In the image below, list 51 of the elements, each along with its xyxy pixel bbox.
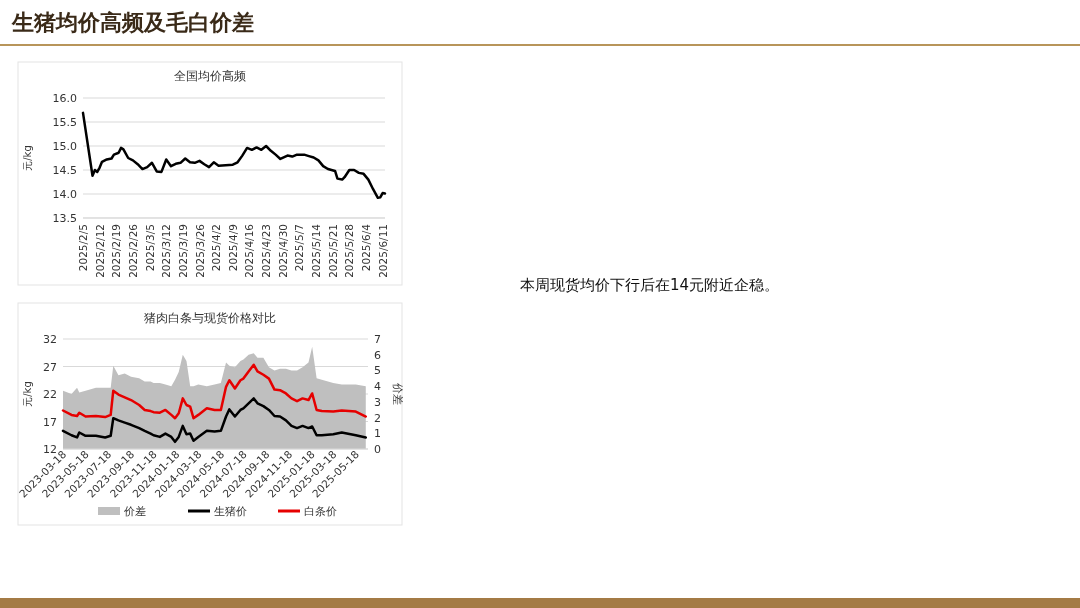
y2-tick-label: 1 <box>374 427 381 441</box>
line-series <box>81 111 387 200</box>
x-tick-label: 2025/5/14 <box>310 223 323 278</box>
legend-label: 白条价 <box>304 505 337 518</box>
y2-tick-label: 6 <box>374 348 381 362</box>
y2-tick-label: 2 <box>374 411 381 425</box>
y-axis-title: 元/kg <box>22 145 33 171</box>
x-tick-label: 2025/4/9 <box>226 224 239 272</box>
x-tick-label: 2025/3/5 <box>143 224 156 272</box>
x-tick-label: 2025/2/26 <box>126 223 139 278</box>
y-tick-label: 14.0 <box>52 188 77 201</box>
y-tick-label: 17 <box>43 415 57 429</box>
text: 本周现货均价下行后在14元附近企稳。 <box>520 276 780 294</box>
line-series <box>61 397 368 444</box>
x-tick-label: 2025/5/7 <box>293 224 306 272</box>
y-tick-label: 12 <box>43 443 57 456</box>
x-tick-label: 2025/6/11 <box>376 224 389 278</box>
y-tick-label: 16.0 <box>52 92 77 105</box>
y2-tick-label: 3 <box>374 395 381 409</box>
legend-label: 价差 <box>123 505 146 518</box>
x-tick-label: 2025/3/19 <box>176 224 189 278</box>
text: 生猪均价高频及毛白价差 <box>11 10 254 35</box>
x-tick-label: 2025/4/2 <box>210 224 223 272</box>
x-tick-label: 2025/2/12 <box>93 224 106 278</box>
y2-tick-label: 7 <box>374 333 381 346</box>
y-tick-label: 32 <box>43 333 57 346</box>
x-tick-label: 2025/4/23 <box>260 224 273 278</box>
y-tick-label: 14.5 <box>52 164 77 177</box>
y-tick-label: 27 <box>43 360 57 374</box>
y-tick-label: 13.5 <box>52 212 77 225</box>
chart-title: 猪肉白条与现货价格对比 <box>144 311 276 325</box>
x-tick-label: 2025/2/5 <box>77 224 89 272</box>
y2-tick-label: 5 <box>374 364 381 378</box>
x-tick-label: 2025/3/12 <box>160 224 173 278</box>
chart-title: 全国均价高频 <box>174 69 246 83</box>
y-axis-title: 元/kg <box>22 381 33 407</box>
y-tick-label: 15.0 <box>52 140 77 153</box>
x-tick-label: 2025/5/21 <box>326 224 339 278</box>
y2-axis-title: 价差 <box>391 382 404 405</box>
y-tick-label: 15.5 <box>52 116 77 129</box>
line-series <box>61 363 368 420</box>
x-tick-label: 2025/5/28 <box>343 224 356 278</box>
x-tick-label: 2025/6/4 <box>359 223 372 272</box>
y2-tick-label: 0 <box>374 443 381 456</box>
x-tick-label: 2025/4/16 <box>243 223 256 278</box>
y2-tick-label: 4 <box>374 380 381 394</box>
x-tick-label: 2025/3/26 <box>193 223 206 278</box>
x-tick-label: 2025/4/30 <box>276 224 289 278</box>
legend-label: 生猪价 <box>214 505 247 518</box>
x-tick-label: 2025/2/19 <box>110 224 123 278</box>
y-tick-label: 22 <box>43 388 57 401</box>
